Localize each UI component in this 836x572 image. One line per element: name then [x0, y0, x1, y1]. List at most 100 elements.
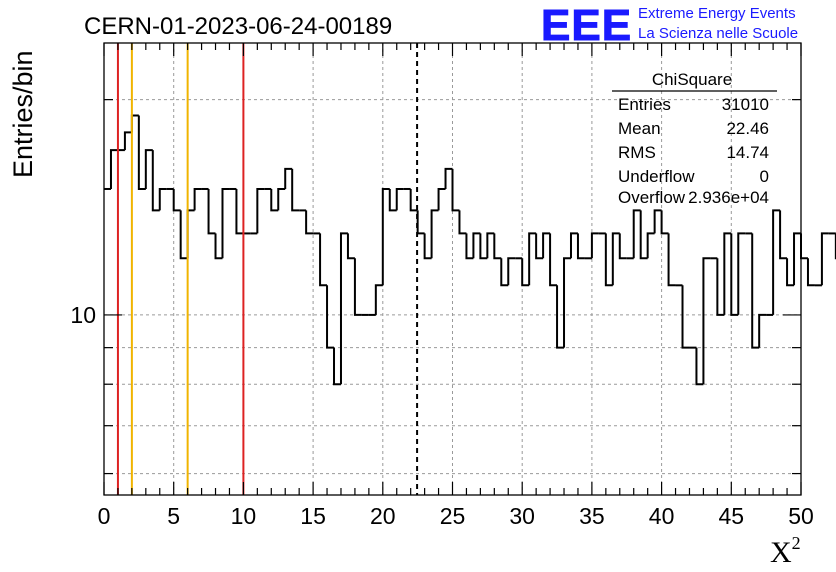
histogram-bin [388, 188, 397, 212]
x-tick-label: 35 [579, 503, 605, 529]
logo-line-1: Extreme Energy Events [638, 5, 796, 22]
histogram-bin [207, 188, 216, 235]
histogram-bin [737, 232, 746, 315]
eee-logo-text: EEE [541, 1, 632, 50]
histogram-bin [353, 258, 362, 316]
histogram-bin [319, 233, 328, 287]
histogram-bin [730, 233, 739, 316]
histogram-bin [256, 187, 265, 234]
chart-title: CERN-01-2023-06-24-00189 [84, 13, 392, 40]
y-tick-label: 10 [70, 302, 96, 328]
histogram-bin [193, 187, 202, 211]
stats-label-entries: Entries [618, 95, 671, 114]
histogram-bin [333, 347, 341, 386]
eee-logo: EEE Extreme Energy Events La Scienza nel… [541, 1, 799, 51]
stats-label-underflow: Underflow [618, 167, 695, 186]
histogram-bin [305, 210, 314, 235]
histogram-bin [339, 232, 348, 385]
histogram-bin [507, 257, 516, 286]
histogram-bin [437, 187, 446, 211]
stats-label-overflow: Overflow [618, 188, 686, 207]
logo-line-2: La Scienza nelle Scuole [638, 25, 798, 42]
x-tick-label: 15 [300, 503, 326, 529]
histogram-bin [221, 187, 230, 259]
histogram-bin [479, 233, 488, 260]
x-axis-label: X2 [770, 533, 801, 569]
histogram-bin [806, 258, 815, 287]
stats-value-overflow: 2.936e+04 [688, 188, 769, 207]
histogram-bin [214, 233, 223, 260]
histogram-bin [576, 233, 585, 260]
x-tick-label: 10 [231, 503, 257, 529]
histogram-bin [660, 210, 669, 235]
histogram-bin [535, 233, 544, 260]
histogram-bin [444, 167, 453, 189]
x-tick-label: 25 [440, 503, 466, 529]
histogram-bin [109, 149, 118, 189]
histogram-bin [667, 233, 676, 287]
histogram-bin [395, 187, 404, 211]
histogram-bin [556, 285, 565, 349]
histogram-bin [158, 187, 167, 211]
stats-value-mean: 22.46 [726, 119, 769, 138]
histogram-bin [820, 232, 829, 286]
histogram-bin [423, 233, 432, 260]
histogram-bin [409, 188, 418, 212]
histogram-bin [542, 232, 551, 259]
histogram-bin [144, 149, 153, 189]
stats-label-mean: Mean [618, 119, 661, 138]
x-tick-label: 45 [719, 503, 745, 529]
stats-title: ChiSquare [652, 70, 732, 89]
x-tick-label: 40 [649, 503, 675, 529]
stats-value-rms: 14.74 [726, 143, 769, 162]
x-tick-label: 0 [98, 503, 111, 529]
x-tick-label: 5 [167, 503, 180, 529]
histogram-bin [451, 168, 460, 212]
histogram-bin [374, 284, 383, 315]
histogram-bin [346, 233, 355, 260]
stats-value-underflow: 0 [760, 167, 769, 186]
histogram-bin [284, 167, 293, 189]
histogram-bin [277, 187, 286, 211]
histogram-bin [751, 233, 760, 349]
histogram-bin [695, 347, 704, 386]
histogram-bin [172, 188, 181, 212]
y-axis-label: Entries/bin [8, 50, 38, 178]
histogram-bin [472, 232, 481, 259]
histogram-bin [528, 232, 537, 286]
axis-ticks: 0 5 10 15 20 25 30 35 40 45 50 10 [70, 43, 814, 529]
histogram-bin [500, 258, 509, 287]
histogram-bin [786, 258, 795, 287]
histogram-bin [793, 232, 801, 286]
stats-box: ChiSquare Entries 31010 Mean 22.46 RMS 1… [612, 70, 777, 207]
histogram-bin [639, 210, 648, 260]
histogram-bin [291, 168, 300, 212]
histogram-bin [270, 188, 279, 212]
threshold-lines [116, 43, 419, 495]
histogram-bin [590, 232, 599, 259]
histogram-bin [458, 210, 467, 235]
histogram-bin [326, 285, 335, 349]
histogram-bin [681, 285, 690, 349]
histogram-bin [779, 210, 788, 260]
histogram-bin [618, 233, 627, 260]
histogram-bin [430, 209, 439, 259]
x-tick-label: 50 [788, 503, 814, 529]
histogram-bin [123, 131, 132, 151]
stats-value-entries: 31010 [722, 95, 769, 114]
histogram-bin [465, 233, 474, 260]
histogram-bin [493, 233, 502, 260]
histogram-bin [549, 233, 558, 287]
histogram-bin [521, 258, 530, 287]
histogram-bin [702, 257, 711, 385]
histogram-bin [151, 150, 160, 212]
histogram-bin [653, 209, 662, 234]
histogram-bin [716, 258, 725, 316]
histogram-bin [772, 209, 781, 315]
histogram-bin [563, 257, 571, 348]
histogram-bin [646, 232, 655, 259]
histogram-bin [235, 188, 244, 235]
histogram-series [104, 114, 836, 386]
histogram-bin [611, 232, 620, 286]
